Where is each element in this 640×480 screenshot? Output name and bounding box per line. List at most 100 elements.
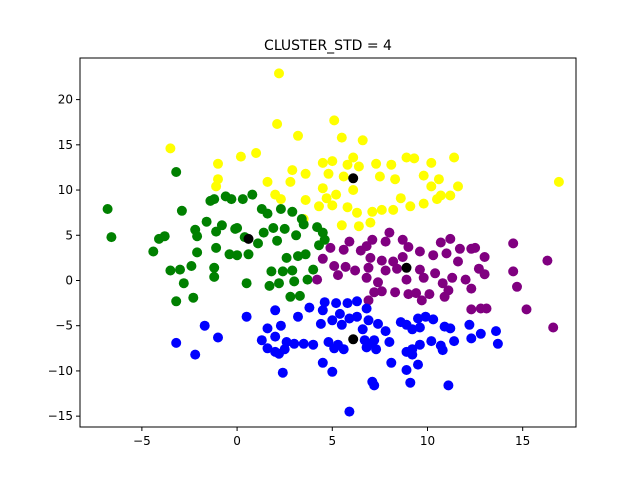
- data-point: [466, 304, 477, 315]
- data-point: [348, 173, 359, 184]
- data-point: [201, 216, 212, 227]
- point-series: [171, 296, 503, 417]
- data-point: [243, 233, 254, 244]
- data-point: [407, 324, 418, 335]
- data-point: [199, 320, 210, 331]
- data-point: [367, 234, 378, 245]
- x-tick-label: 5: [328, 434, 336, 448]
- data-point: [363, 295, 374, 306]
- data-point: [344, 236, 355, 247]
- data-point: [333, 270, 343, 281]
- data-point: [437, 278, 448, 289]
- data-point: [258, 227, 269, 238]
- data-point: [508, 266, 519, 277]
- data-point: [460, 274, 471, 285]
- data-point: [466, 283, 477, 294]
- data-point: [241, 311, 252, 322]
- data-point: [411, 288, 422, 299]
- data-point: [287, 206, 298, 217]
- data-point: [426, 336, 437, 347]
- data-point: [176, 205, 187, 216]
- data-point: [159, 231, 170, 242]
- data-point: [148, 246, 159, 257]
- data-point: [374, 171, 385, 182]
- data-point: [277, 367, 288, 378]
- data-point: [390, 174, 401, 185]
- data-point: [336, 319, 347, 330]
- data-point: [268, 223, 279, 233]
- data-point: [376, 286, 387, 297]
- data-point: [367, 206, 378, 217]
- data-point: [319, 297, 330, 308]
- data-point: [435, 237, 446, 248]
- data-point: [247, 189, 258, 200]
- data-point: [304, 302, 315, 313]
- data-point: [376, 204, 387, 215]
- data-point: [395, 193, 406, 204]
- data-point: [361, 303, 372, 314]
- y-axis: −15 −10 −5 0 5 10 15 20: [48, 93, 80, 423]
- data-point: [348, 334, 359, 345]
- data-point: [445, 190, 456, 201]
- data-point: [348, 152, 359, 163]
- data-point: [424, 289, 435, 300]
- y-tick-label: −10: [48, 364, 73, 378]
- data-point: [371, 344, 382, 355]
- data-point: [414, 246, 425, 257]
- data-point: [275, 194, 286, 205]
- data-point: [479, 252, 490, 262]
- data-point: [357, 135, 368, 146]
- data-point: [256, 335, 267, 346]
- data-point: [430, 268, 441, 279]
- data-point: [317, 253, 328, 264]
- data-point: [445, 323, 456, 334]
- data-point: [369, 287, 380, 298]
- data-point: [405, 201, 416, 212]
- data-point: [373, 318, 383, 329]
- data-point: [361, 342, 372, 353]
- data-point: [294, 290, 305, 301]
- data-point: [331, 189, 342, 200]
- data-point: [405, 377, 416, 388]
- data-point: [331, 298, 342, 309]
- data-point: [279, 344, 290, 355]
- data-point: [432, 194, 442, 205]
- data-point: [327, 315, 338, 326]
- data-point: [186, 261, 197, 271]
- data-point: [165, 143, 176, 154]
- data-point: [363, 315, 374, 326]
- data-point: [274, 68, 284, 79]
- data-point: [401, 262, 412, 273]
- data-point: [357, 324, 368, 335]
- data-point: [241, 278, 252, 289]
- data-point: [188, 292, 199, 303]
- data-point: [548, 322, 559, 333]
- point-series: [312, 227, 559, 333]
- data-point: [392, 263, 402, 274]
- data-point: [454, 243, 465, 254]
- data-point: [409, 153, 420, 164]
- data-point: [390, 287, 401, 298]
- data-point: [437, 345, 448, 356]
- data-point: [327, 366, 338, 377]
- data-point: [213, 174, 223, 185]
- data-point: [512, 281, 522, 292]
- data-point: [298, 219, 309, 230]
- data-point: [542, 255, 553, 266]
- data-point: [384, 227, 395, 238]
- data-point: [443, 285, 454, 296]
- x-tick-label: −5: [133, 434, 151, 448]
- data-point: [266, 266, 277, 277]
- data-point: [272, 235, 283, 246]
- data-point: [453, 256, 463, 267]
- y-tick-label: 0: [65, 273, 73, 287]
- data-point: [418, 170, 429, 181]
- data-point: [329, 261, 340, 271]
- point-series: [102, 167, 330, 307]
- data-point: [380, 326, 391, 337]
- data-point: [317, 157, 328, 168]
- data-point: [352, 296, 362, 307]
- data-point: [449, 152, 460, 163]
- data-point: [243, 249, 254, 260]
- x-tick-label: 15: [515, 434, 530, 448]
